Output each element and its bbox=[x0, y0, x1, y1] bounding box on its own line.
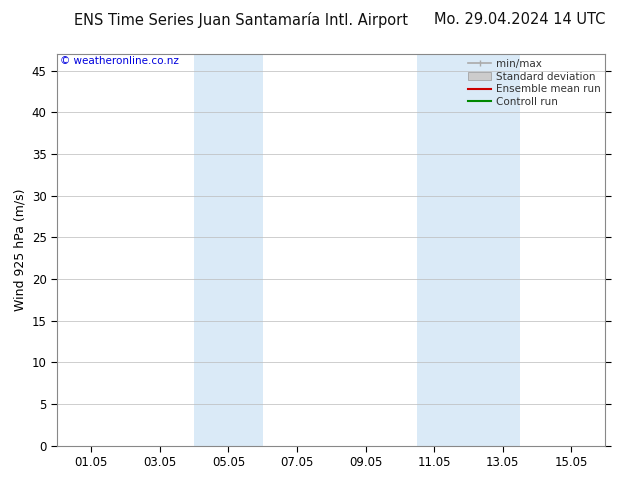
Text: ENS Time Series Juan Santamaría Intl. Airport: ENS Time Series Juan Santamaría Intl. Ai… bbox=[74, 12, 408, 28]
Text: Mo. 29.04.2024 14 UTC: Mo. 29.04.2024 14 UTC bbox=[434, 12, 605, 27]
Y-axis label: Wind 925 hPa (m/s): Wind 925 hPa (m/s) bbox=[13, 189, 26, 311]
Bar bbox=[417, 54, 520, 446]
Legend: min/max, Standard deviation, Ensemble mean run, Controll run: min/max, Standard deviation, Ensemble me… bbox=[467, 57, 602, 109]
Bar bbox=[194, 54, 262, 446]
Text: © weatheronline.co.nz: © weatheronline.co.nz bbox=[60, 56, 179, 66]
